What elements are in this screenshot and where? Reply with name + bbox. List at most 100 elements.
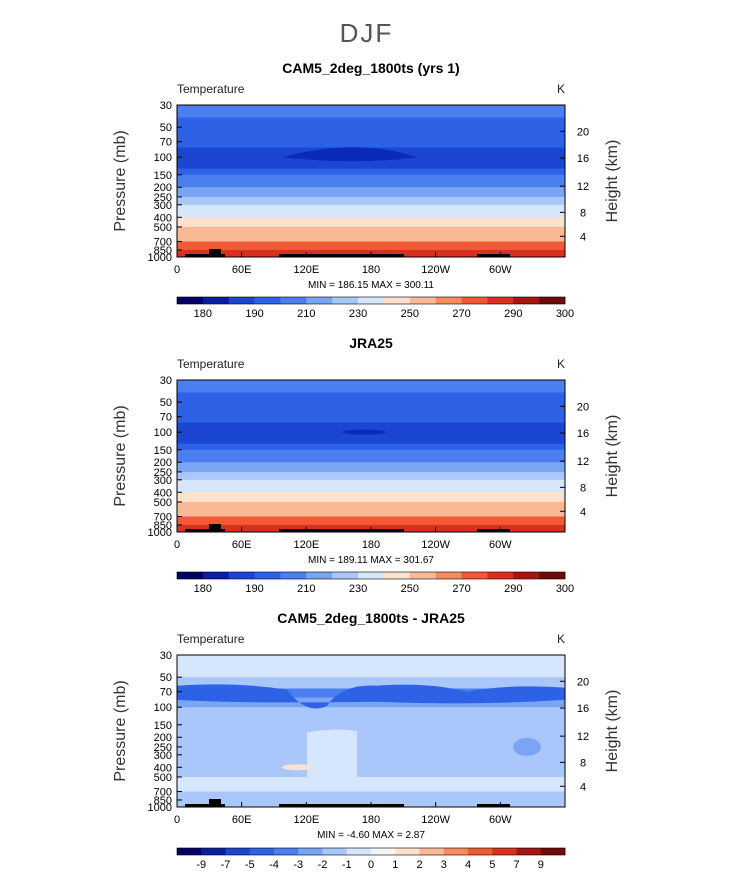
y-axis-right: 20 16 12 8 4 <box>560 676 589 793</box>
colorbar-swatch <box>298 848 323 855</box>
topography <box>185 799 510 807</box>
x-axis: 0 60E 120E 180 120W 60W <box>174 252 512 276</box>
x-tick-label: 60W <box>489 539 512 551</box>
colorbar-swatch <box>249 848 275 855</box>
y-tick-label: 70 <box>160 412 172 424</box>
colorbar-label: 3 <box>441 859 447 871</box>
units-label: K <box>557 357 565 371</box>
y-tick-label: 150 <box>154 720 172 732</box>
y-tick-label: 20 <box>577 401 589 413</box>
topography-bar <box>477 804 510 807</box>
colorbar-swatch <box>332 572 359 579</box>
x-tick-label: 60W <box>489 814 512 826</box>
contour-band <box>177 479 565 493</box>
colorbar: 180 190 210 230 250 270 290 300 <box>176 571 574 595</box>
y-tick-label: 50 <box>160 672 172 684</box>
cold-core-region <box>282 147 417 162</box>
colorbar-swatch <box>383 572 411 579</box>
colorbar-swatch <box>461 572 488 579</box>
colorbar-swatch <box>461 297 488 304</box>
y-axis-right: 20 16 12 8 4 <box>560 126 589 243</box>
y-tick-label: 1000 <box>148 527 172 539</box>
y-tick-label: 8 <box>580 482 586 494</box>
colorbar-label: 2 <box>416 859 422 871</box>
topography-bar <box>185 529 225 532</box>
colorbar-label: -5 <box>245 859 255 871</box>
topography-bar <box>209 249 221 257</box>
y-tick-label: 16 <box>577 428 589 440</box>
colorbar-label: -7 <box>221 859 231 871</box>
chart-title: CAM5_2deg_1800ts (yrs 1) <box>282 60 459 76</box>
colorbar-label: 1 <box>392 859 398 871</box>
colorbar-label: 180 <box>194 308 212 320</box>
colorbar-swatch <box>177 572 204 579</box>
y-axis-label-left: Pressure (mb) <box>112 405 129 506</box>
colorbar-swatch <box>177 297 204 304</box>
contour-band <box>177 471 565 481</box>
colorbar-swatch <box>492 848 517 855</box>
y-tick-label: 1000 <box>148 252 172 264</box>
colorbar-swatch <box>516 848 542 855</box>
colorbar-label: 210 <box>297 583 315 595</box>
colorbar-swatch <box>280 297 307 304</box>
colorbar-swatch <box>435 572 462 579</box>
colorbar-swatch <box>254 572 281 579</box>
colorbar-swatch <box>202 297 230 304</box>
colorbar-label: 230 <box>349 308 367 320</box>
colorbar-label: 300 <box>556 308 574 320</box>
y-axis-right: 20 16 12 8 4 <box>560 401 589 518</box>
x-tick-label: 120E <box>293 814 319 826</box>
colorbar-label: 190 <box>245 308 263 320</box>
y-tick-label: 4 <box>580 506 586 518</box>
x-tick-label: 120W <box>421 264 450 276</box>
y-tick-label: 4 <box>580 781 586 793</box>
colorbar-label: -2 <box>318 859 328 871</box>
colorbar-label: 0 <box>368 859 374 871</box>
colorbar-label: -3 <box>293 859 303 871</box>
colorbar-swatch <box>225 848 251 855</box>
y-tick-label: 100 <box>154 702 172 714</box>
colorbar-swatch <box>487 572 514 579</box>
colorbar-label: -4 <box>269 859 279 871</box>
colorbar-label: 250 <box>401 308 419 320</box>
colorbar-swatch <box>468 848 493 855</box>
colorbar-swatch <box>177 848 202 855</box>
y-tick-label: 850 <box>154 520 172 532</box>
y-tick-label: 20 <box>577 126 589 138</box>
y-tick-label: 70 <box>160 687 172 699</box>
y-tick-label: 500 <box>154 772 172 784</box>
weak-anomaly-region <box>307 729 357 780</box>
topography-bar <box>279 804 404 807</box>
contour-band <box>177 776 565 793</box>
negative-anomaly-region <box>177 684 565 709</box>
y-tick-label: 1000 <box>148 802 172 814</box>
y-tick-label: 400 <box>154 762 172 774</box>
negative-anomaly-region <box>513 737 541 756</box>
colorbar-swatch <box>513 297 540 304</box>
colorbar-swatch <box>443 848 469 855</box>
min-max-stats: MIN = -4.60 MAX = 2.87 <box>317 830 425 841</box>
y-axis-label-right: Height (km) <box>604 140 621 223</box>
contour-band <box>177 492 565 503</box>
contour-band <box>177 187 565 198</box>
contour-band <box>177 462 565 473</box>
y-tick-label: 16 <box>577 703 589 715</box>
colorbar-frame <box>176 571 566 580</box>
y-tick-label: 50 <box>160 397 172 409</box>
y-tick-label: 50 <box>160 122 172 134</box>
y-tick-label: 20 <box>577 676 589 688</box>
contour-band <box>177 501 565 518</box>
contour-layers <box>177 105 565 258</box>
x-tick-label: 120W <box>421 814 450 826</box>
colorbar-label: 180 <box>194 583 212 595</box>
x-tick-label: 180 <box>362 264 380 276</box>
y-tick-label: 100 <box>154 152 172 164</box>
min-max-stats: MIN = 189.11 MAX = 301.67 <box>308 555 434 566</box>
y-tick-label: 500 <box>154 497 172 509</box>
x-tick-label: 0 <box>174 264 180 276</box>
topography <box>185 524 510 532</box>
x-tick-label: 60W <box>489 264 512 276</box>
colorbar-swatch <box>228 297 255 304</box>
y-tick-label: 850 <box>154 245 172 257</box>
